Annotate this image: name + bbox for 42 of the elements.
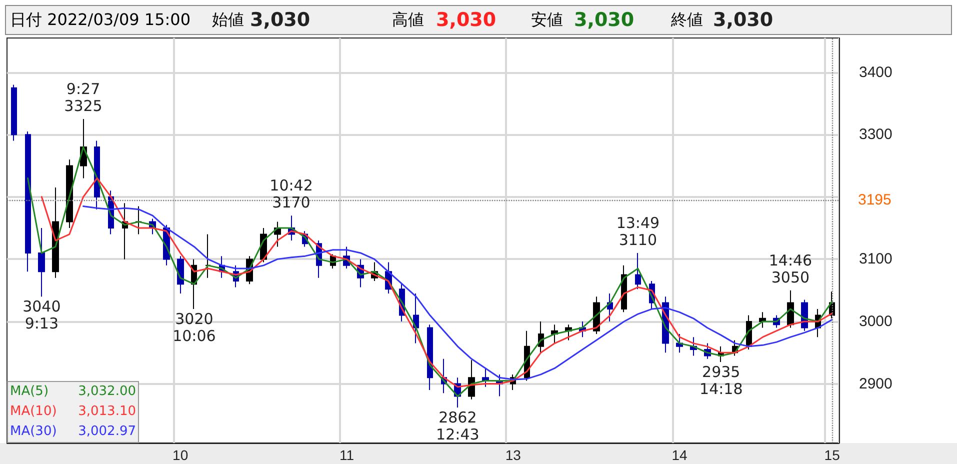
candlestick: [11, 84, 17, 142]
text: 安値: [531, 9, 563, 31]
annotation: 3,013.10: [78, 403, 136, 421]
x-tick-label: 13: [505, 447, 522, 463]
x-tick-label: 10: [172, 447, 188, 463]
y-tick-label: 3400: [859, 64, 892, 81]
annotation: 3,002.97: [78, 423, 136, 441]
y-tick-label: 3000: [859, 313, 892, 330]
y-tick-label: 3300: [859, 126, 892, 144]
candlestick: [413, 292, 419, 344]
annotation: 14:46 3050: [768, 251, 812, 286]
ref-line-label: 3195: [858, 192, 892, 208]
annotation: 2935 14:18: [700, 363, 743, 398]
text: 3,030: [713, 8, 774, 33]
text: MA(5): [10, 383, 49, 401]
candlestick: [25, 130, 31, 272]
text: 3,030: [436, 8, 496, 33]
text: 高値: [392, 9, 424, 31]
y-tick-label: 2900: [859, 375, 892, 392]
y-tick-label: 3100: [859, 250, 892, 268]
text: 3,030: [574, 8, 634, 33]
candlestick: [38, 228, 45, 298]
x-tick-label: 14: [672, 447, 688, 463]
text: 始値: [212, 9, 244, 31]
annotation: 9:27 3325: [64, 80, 102, 115]
text: MA(10): [10, 403, 57, 421]
candlestick: [205, 234, 211, 278]
x-tick-label: 11: [339, 447, 354, 463]
text: 終値: [671, 9, 703, 31]
candlestick: [759, 312, 766, 328]
text: MA(30): [10, 423, 57, 441]
annotation: 3020 10:06: [172, 310, 216, 346]
annotation: 3040 9:13: [22, 298, 61, 333]
candlestick: [427, 324, 433, 391]
annotation: 13:49 3110: [616, 214, 660, 249]
text: 日付 2022/03/09 15:00: [10, 9, 190, 31]
x-tick-label: 15: [824, 447, 840, 463]
annotation: 3,032.00: [78, 383, 136, 401]
annotation: 2862 12:43: [436, 408, 480, 444]
candlestick: [635, 252, 641, 290]
text: 3,030: [250, 8, 310, 33]
annotation: 10:42 3170: [270, 176, 313, 212]
